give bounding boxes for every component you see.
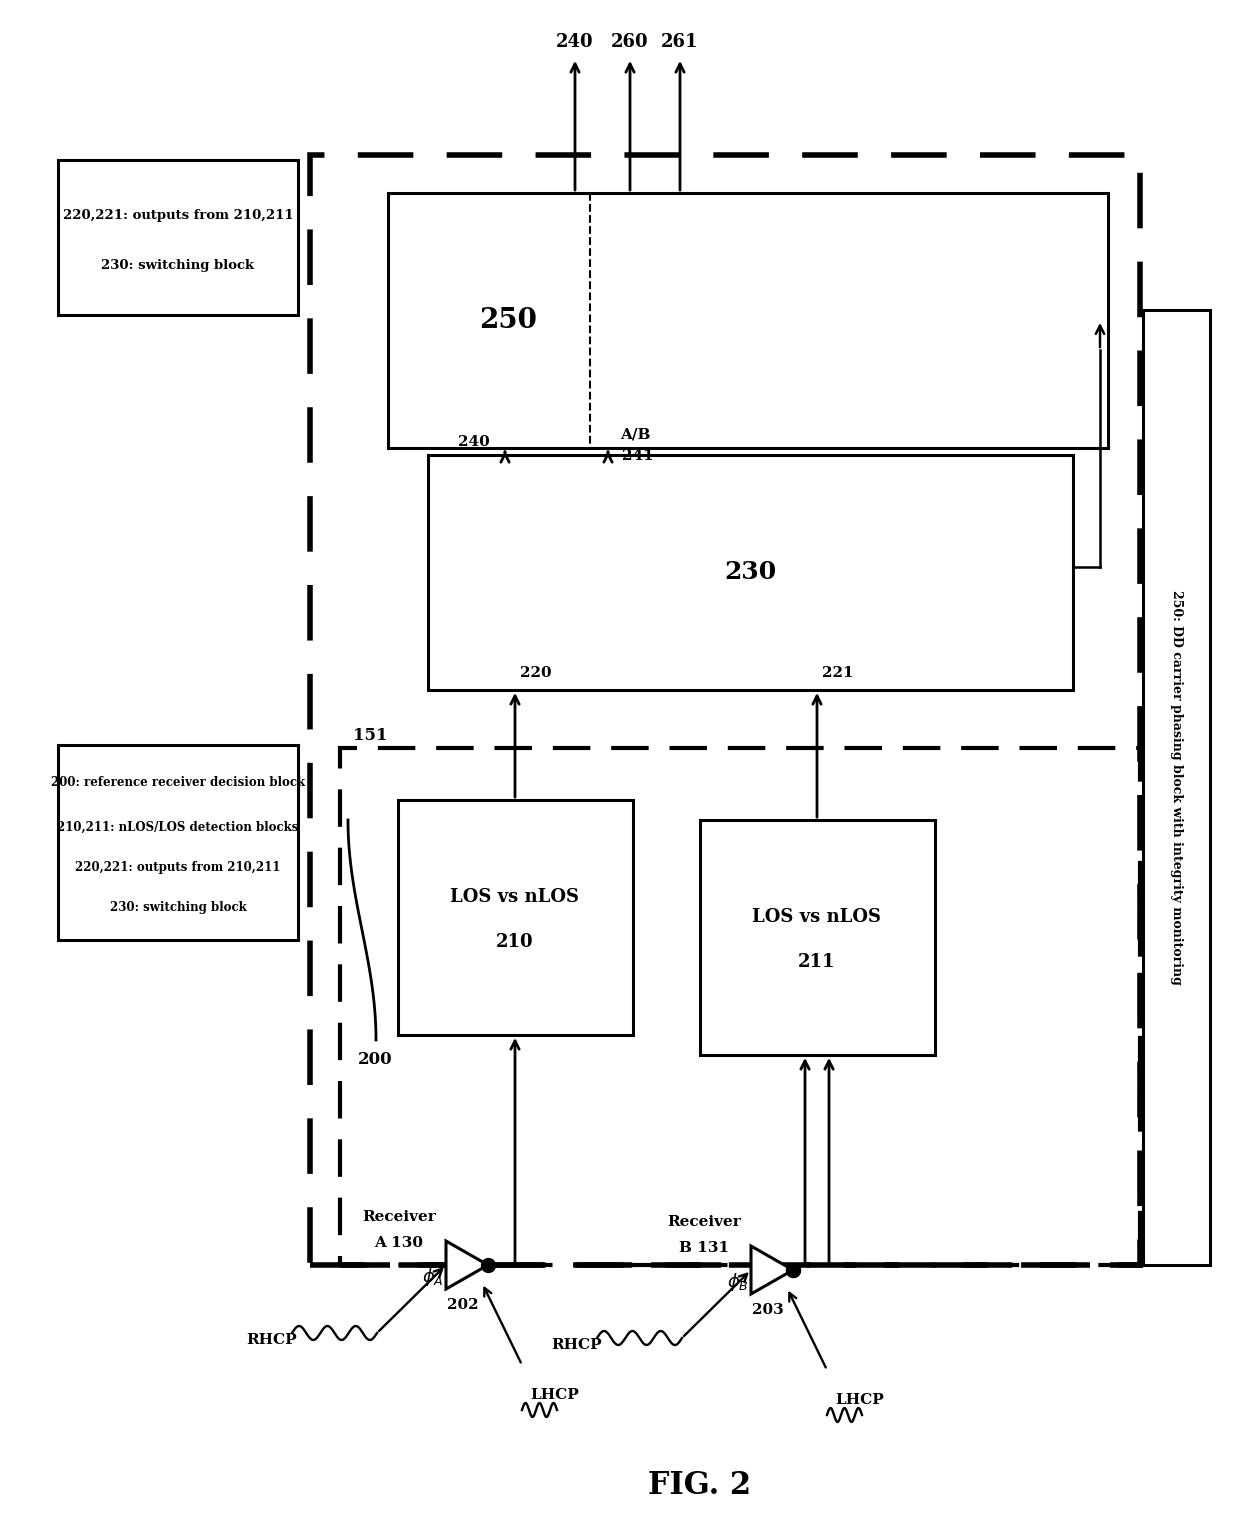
Text: 230: switching block: 230: switching block <box>109 901 247 913</box>
Text: $\phi_A$: $\phi_A$ <box>422 1266 444 1288</box>
Text: 210,211: nLOS/LOS detection blocks: 210,211: nLOS/LOS detection blocks <box>57 820 299 834</box>
Text: 230: 230 <box>724 559 776 584</box>
Bar <box>58 745 298 940</box>
Text: RHCP: RHCP <box>247 1334 298 1347</box>
Text: 220: 220 <box>520 666 552 680</box>
Bar <box>58 160 298 315</box>
Text: 230: switching block: 230: switching block <box>102 259 254 271</box>
Text: Receiver: Receiver <box>362 1210 436 1224</box>
Text: 250: DD carrier phasing block with integrity monitoring: 250: DD carrier phasing block with integ… <box>1169 590 1183 985</box>
Text: LOS vs nLOS: LOS vs nLOS <box>450 888 579 905</box>
Text: A/B: A/B <box>620 428 651 442</box>
Text: 250: 250 <box>479 306 537 334</box>
Bar <box>310 155 1140 1265</box>
Text: 211: 211 <box>799 952 836 971</box>
Bar <box>388 194 1109 448</box>
Text: LHCP: LHCP <box>531 1388 579 1402</box>
Bar <box>340 748 1140 1265</box>
Text: $\phi_B$: $\phi_B$ <box>727 1271 749 1292</box>
Text: 202: 202 <box>446 1298 479 1312</box>
Bar <box>398 800 632 1035</box>
Bar <box>701 820 935 1055</box>
Text: 260: 260 <box>611 34 649 50</box>
Text: 151: 151 <box>352 727 387 744</box>
Text: 241: 241 <box>622 450 653 463</box>
Text: FIG. 2: FIG. 2 <box>649 1471 751 1501</box>
Text: 240: 240 <box>557 34 594 50</box>
Bar <box>1143 309 1210 1265</box>
Text: Receiver: Receiver <box>667 1215 740 1228</box>
Text: 200: reference receiver decision block: 200: reference receiver decision block <box>51 777 305 789</box>
Text: 200: 200 <box>357 1052 392 1068</box>
Polygon shape <box>446 1241 489 1289</box>
Text: A 130: A 130 <box>374 1236 424 1250</box>
Bar <box>428 456 1073 690</box>
Text: RHCP: RHCP <box>552 1338 603 1352</box>
Text: 240: 240 <box>459 434 490 450</box>
Text: 203: 203 <box>751 1303 784 1317</box>
Text: LOS vs nLOS: LOS vs nLOS <box>753 908 882 927</box>
Text: 220,221: outputs from 210,211: 220,221: outputs from 210,211 <box>63 209 294 221</box>
Text: 221: 221 <box>822 666 853 680</box>
Text: 210: 210 <box>496 933 533 951</box>
Text: LHCP: LHCP <box>836 1393 884 1407</box>
Text: 261: 261 <box>661 34 699 50</box>
Text: 220,221: outputs from 210,211: 220,221: outputs from 210,211 <box>76 861 280 873</box>
Polygon shape <box>751 1247 794 1294</box>
Text: B 131: B 131 <box>680 1241 729 1254</box>
